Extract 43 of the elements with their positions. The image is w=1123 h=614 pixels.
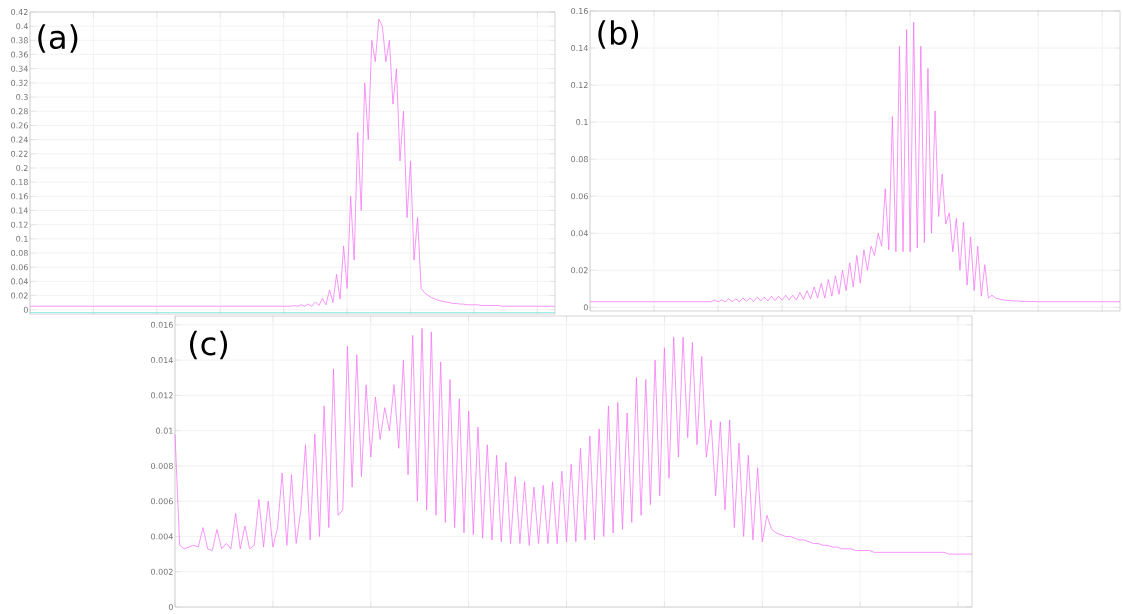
chart-title: (c) (189, 330, 228, 360)
y-tick-label: 0.012 (151, 392, 173, 399)
y-tick-label: 0.01 (156, 427, 173, 434)
y-tick-label: 0.006 (151, 498, 173, 505)
y-tick-label: 0.26 (11, 122, 28, 129)
chart-title: (a) (38, 24, 78, 53)
y-tick-label: 0.08 (11, 250, 28, 257)
y-tick-label: 0.16 (571, 7, 588, 15)
y-tick-label: 0.2 (16, 164, 28, 171)
y-tick-label: 0.22 (11, 150, 28, 157)
y-tick-label: 0.008 (151, 462, 173, 469)
y-tick-label: 0.002 (151, 568, 173, 575)
y-tick-label: 0.42 (11, 8, 28, 16)
y-tick-label: 0.38 (11, 37, 28, 44)
chart-title: (b) (598, 20, 639, 49)
y-tick-label: 0.34 (11, 65, 28, 72)
y-tick-label: 0.12 (571, 82, 588, 89)
y-tick-label: 0.02 (571, 267, 588, 274)
y-tick-label: 0.24 (11, 136, 28, 143)
y-tick-label: 0.04 (11, 278, 28, 285)
y-tick-label: 0.02 (11, 292, 28, 299)
y-tick-label: 0.06 (571, 193, 588, 200)
y-tick-label: 0.016 (151, 321, 173, 328)
y-tick-label: 0.4 (16, 23, 28, 30)
y-tick-label: 0.16 (11, 193, 28, 200)
y-tick-label: 0.32 (11, 79, 28, 86)
y-tick-label: 0 (23, 306, 28, 313)
y-tick-label: 0.14 (11, 207, 28, 214)
y-tick-label: 0.06 (11, 264, 28, 271)
y-tick-label: 0.18 (11, 179, 28, 186)
y-tick-label: 0.28 (11, 108, 28, 115)
y-tick-label: 0.08 (571, 156, 588, 163)
y-tick-label: 0.014 (151, 357, 173, 364)
y-tick-label: 0.1 (16, 235, 28, 242)
y-tick-label: 0.14 (571, 45, 588, 52)
y-tick-label: 0.1 (576, 119, 588, 126)
y-tick-label: 0.004 (151, 533, 173, 540)
y-tick-label: 0 (168, 603, 173, 611)
y-tick-label: 0.36 (11, 51, 28, 58)
y-tick-label: 0.12 (11, 221, 28, 228)
y-tick-label: 0.04 (571, 230, 588, 237)
y-tick-label: 0 (583, 304, 588, 311)
y-tick-label: 0.3 (16, 94, 28, 101)
